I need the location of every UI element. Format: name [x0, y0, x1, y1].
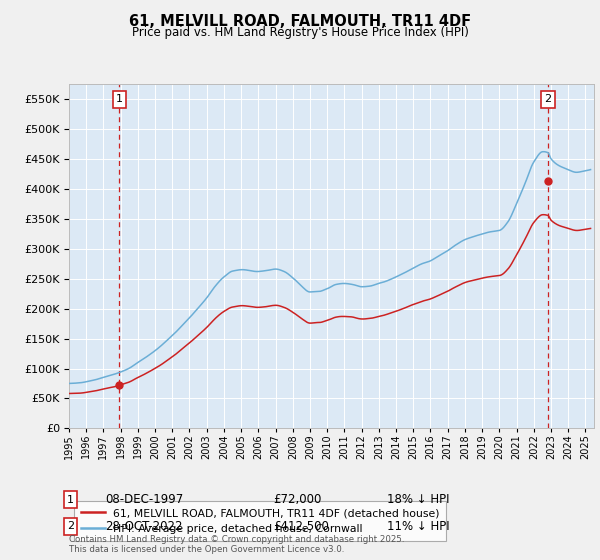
Text: £72,000: £72,000 — [273, 493, 322, 506]
Text: 1: 1 — [116, 95, 123, 105]
Text: 61, MELVILL ROAD, FALMOUTH, TR11 4DF: 61, MELVILL ROAD, FALMOUTH, TR11 4DF — [129, 14, 471, 29]
Text: 28-OCT-2022: 28-OCT-2022 — [105, 520, 182, 533]
Text: 1: 1 — [67, 494, 74, 505]
Text: £412,500: £412,500 — [273, 520, 329, 533]
Text: 2: 2 — [544, 95, 551, 105]
Text: 11% ↓ HPI: 11% ↓ HPI — [387, 520, 449, 533]
Text: 2: 2 — [67, 521, 74, 531]
Text: 08-DEC-1997: 08-DEC-1997 — [105, 493, 183, 506]
Text: Contains HM Land Registry data © Crown copyright and database right 2025.
This d: Contains HM Land Registry data © Crown c… — [69, 535, 404, 554]
Legend: 61, MELVILL ROAD, FALMOUTH, TR11 4DF (detached house), HPI: Average price, detac: 61, MELVILL ROAD, FALMOUTH, TR11 4DF (de… — [74, 501, 446, 540]
Text: 18% ↓ HPI: 18% ↓ HPI — [387, 493, 449, 506]
Text: Price paid vs. HM Land Registry's House Price Index (HPI): Price paid vs. HM Land Registry's House … — [131, 26, 469, 39]
